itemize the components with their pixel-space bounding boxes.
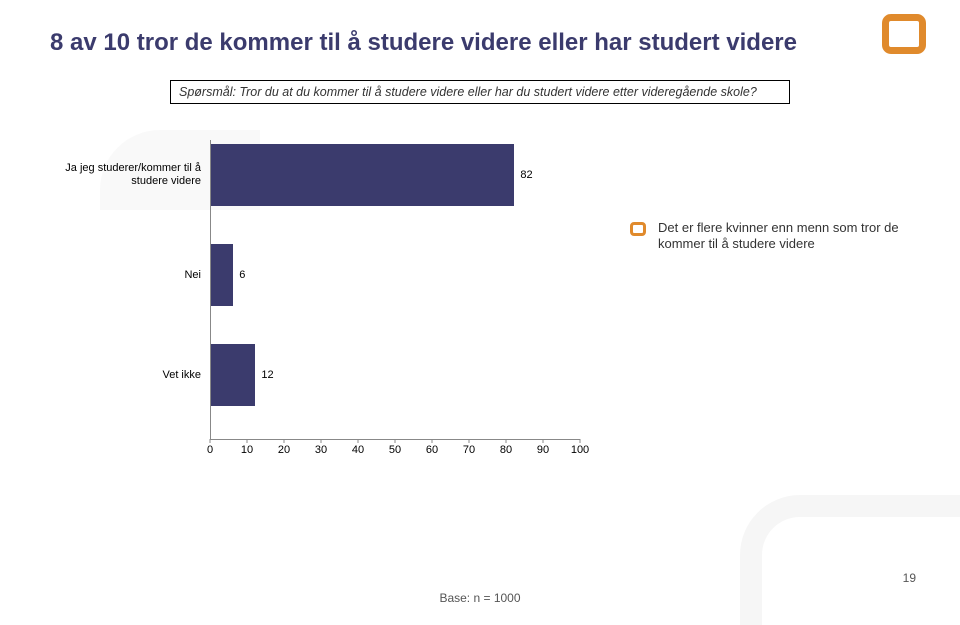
brand-logo-icon <box>882 14 926 54</box>
bar-rect <box>211 244 233 306</box>
x-tick-mark <box>506 439 507 443</box>
bar-value: 6 <box>233 244 245 306</box>
bar-value: 12 <box>255 344 273 406</box>
x-tick-label: 60 <box>426 444 438 456</box>
chart-plot-area: Ja jeg studerer/kommer til å studere vid… <box>210 140 580 440</box>
x-tick-label: 50 <box>389 444 401 456</box>
bar-label: Nei <box>61 244 209 306</box>
bar-rect <box>211 144 514 206</box>
bar-value: 82 <box>514 144 532 206</box>
x-tick-label: 20 <box>278 444 290 456</box>
x-tick-label: 70 <box>463 444 475 456</box>
x-tick-mark <box>284 439 285 443</box>
question-box: Spørsmål: Tror du at du kommer til å stu… <box>170 80 790 104</box>
bar-label: Ja jeg studerer/kommer til å studere vid… <box>61 144 209 206</box>
annotation-text: Det er flere kvinner enn menn som tror d… <box>658 220 930 253</box>
x-tick-label: 100 <box>571 444 589 456</box>
x-tick-label: 10 <box>241 444 253 456</box>
x-tick-mark <box>358 439 359 443</box>
x-tick-mark <box>210 439 211 443</box>
x-tick-mark <box>543 439 544 443</box>
x-tick-label: 90 <box>537 444 549 456</box>
slide-page: 8 av 10 tror de kommer til å studere vid… <box>0 0 960 625</box>
x-tick-mark <box>395 439 396 443</box>
bar-label: Vet ikke <box>61 344 209 406</box>
x-tick-label: 80 <box>500 444 512 456</box>
page-title: 8 av 10 tror de kommer til å studere vid… <box>50 28 850 58</box>
page-number: 19 <box>903 571 916 585</box>
x-tick-mark <box>469 439 470 443</box>
bar-chart: Ja jeg studerer/kommer til å studere vid… <box>60 140 940 470</box>
bar-rect <box>211 344 255 406</box>
x-tick-label: 30 <box>315 444 327 456</box>
x-tick-mark <box>580 439 581 443</box>
x-tick-mark <box>247 439 248 443</box>
chart-x-axis: 0102030405060708090100 <box>210 440 580 468</box>
x-tick-mark <box>432 439 433 443</box>
x-tick-label: 0 <box>207 444 213 456</box>
bullet-icon <box>630 222 646 236</box>
x-tick-label: 40 <box>352 444 364 456</box>
bg-shape-bottom <box>740 495 960 625</box>
base-caption: Base: n = 1000 <box>0 591 960 605</box>
x-tick-mark <box>321 439 322 443</box>
chart-annotation: Det er flere kvinner enn menn som tror d… <box>630 220 930 253</box>
